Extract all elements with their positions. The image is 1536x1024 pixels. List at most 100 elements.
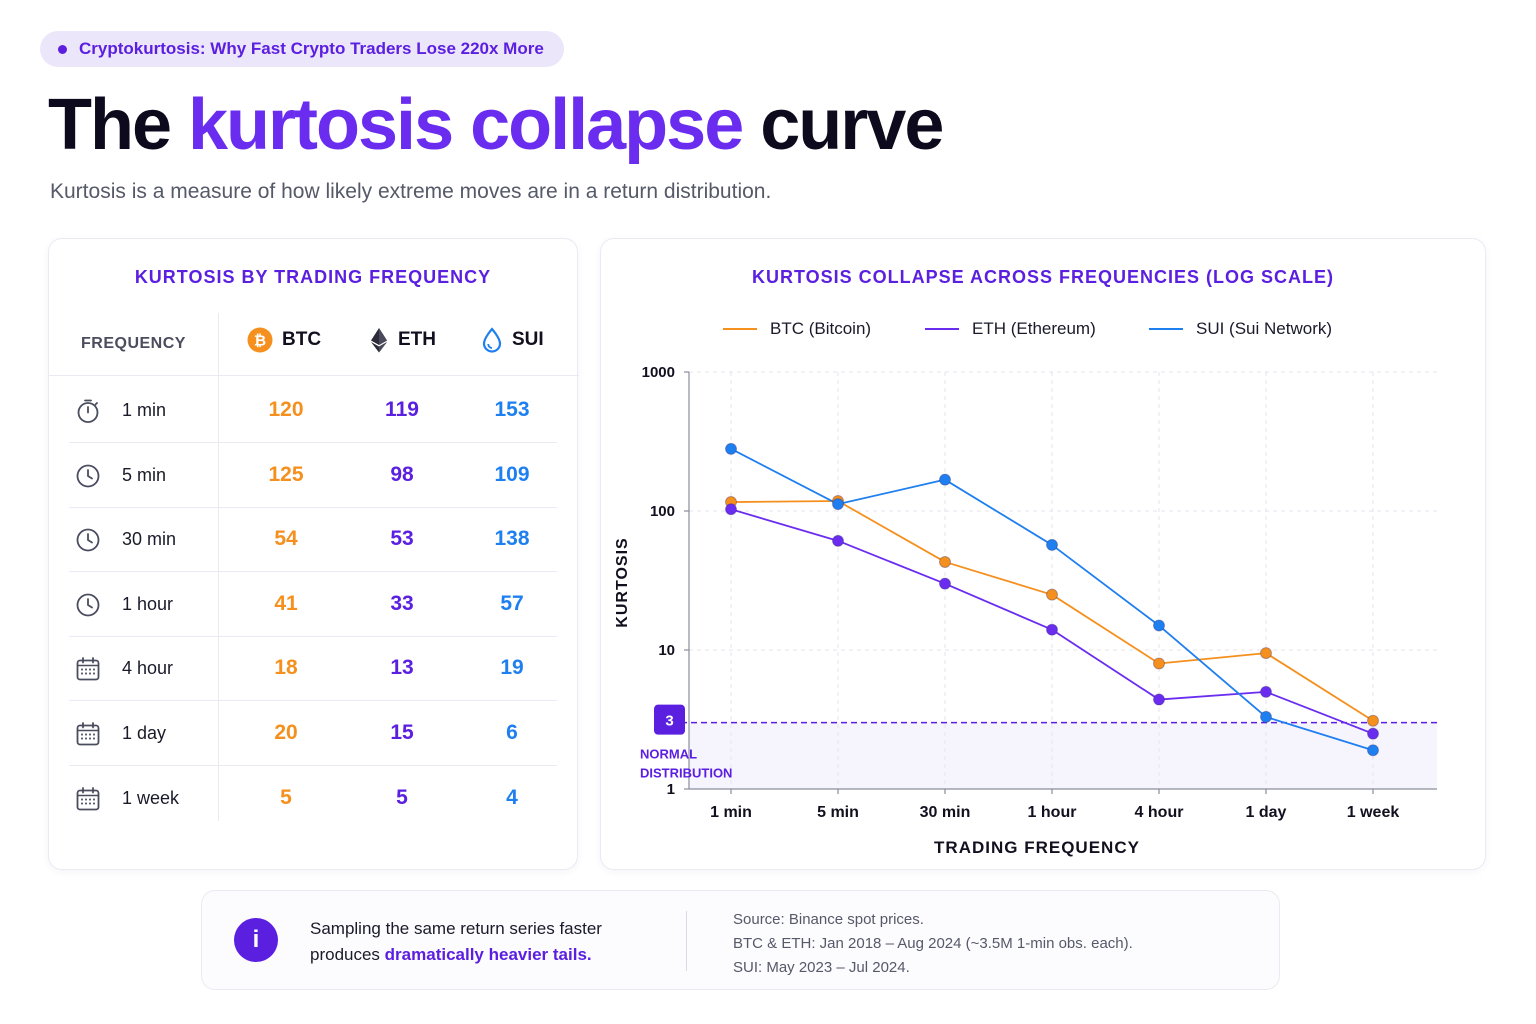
cell-btc-value: 120	[268, 398, 304, 421]
data-point-eth	[1046, 623, 1058, 636]
x-tick-label: 1 week	[1347, 804, 1400, 821]
row-frequency-label: 30 min	[122, 529, 177, 550]
column-header-eth: ETH	[369, 325, 436, 355]
x-tick-label: 4 hour	[1135, 804, 1184, 821]
legend-swatch-btc	[723, 328, 757, 330]
cell-eth-value: 119	[385, 398, 419, 421]
column-header-sui: SUI	[481, 325, 544, 355]
info-icon: i	[234, 918, 278, 962]
table-row: 1 week 5 5 4	[69, 766, 557, 831]
data-point-eth	[832, 534, 844, 547]
calendar-icon	[76, 657, 100, 681]
column-header-frequency: FREQUENCY	[81, 335, 186, 352]
table-title: KURTOSIS BY TRADING FREQUENCY	[134, 267, 492, 287]
page-subtitle: Kurtosis is a measure of how likely extr…	[50, 180, 772, 203]
y-tick-label: 100	[650, 503, 675, 520]
data-point-sui	[832, 498, 844, 511]
cell-eth-value: 98	[390, 462, 414, 486]
stopwatch-icon	[77, 399, 99, 423]
row-frequency-label: 4 hour	[122, 658, 174, 679]
table-header-divider	[49, 375, 579, 376]
title-prefix: The	[48, 85, 189, 165]
cell-btc-value: 54	[274, 527, 298, 551]
bitcoin-icon: ₿	[247, 327, 273, 353]
table-row: 1 min 120 119 153	[69, 378, 557, 443]
column-header-btc: ₿ BTC	[247, 325, 321, 355]
series-tag-pill: Cryptokurtosis: Why Fast Crypto Traders …	[40, 31, 564, 67]
series-tag-text: Cryptokurtosis: Why Fast Crypto Traders …	[79, 39, 544, 58]
cell-sui-value: 138	[494, 527, 530, 551]
data-point-sui	[1046, 538, 1058, 551]
cell-eth-value: 5	[396, 785, 408, 809]
data-point-eth	[1260, 685, 1272, 698]
data-point-sui	[1367, 744, 1379, 757]
legend-item-eth: ETH (Ethereum)	[925, 319, 1096, 339]
data-point-btc	[1367, 714, 1379, 727]
y-tick-label: 1000	[642, 364, 675, 381]
x-tick-label: 5 min	[817, 804, 859, 821]
footer-note-card: i Sampling the same return series faster…	[201, 890, 1280, 990]
chart-legend: BTC (Bitcoin) ETH (Ethereum) SUI (Sui Ne…	[601, 319, 1485, 343]
cell-eth-value: 13	[390, 656, 414, 680]
source-line-2: BTC & ETH: Jan 2018 – Aug 2024 (~3.5M 1-…	[733, 935, 1133, 952]
x-tick-label: 30 min	[920, 804, 971, 821]
table-row: 1 hour 41 33 57	[69, 572, 557, 637]
reference-label-line2: DISTRIBUTION	[640, 766, 732, 781]
btc-label: BTC	[282, 329, 322, 350]
cell-eth-value: 33	[390, 591, 414, 615]
cell-sui-value: 109	[494, 462, 530, 486]
cell-eth-value: 53	[390, 527, 414, 551]
title-suffix: curve	[742, 85, 944, 165]
legend-item-sui: SUI (Sui Network)	[1149, 319, 1332, 339]
cell-sui-value: 4	[506, 785, 518, 809]
data-point-eth	[1367, 727, 1379, 740]
x-axis-title: TRADING FREQUENCY	[934, 838, 1140, 857]
legend-label-eth: ETH (Ethereum)	[972, 319, 1096, 338]
pill-dot-icon	[58, 44, 67, 54]
legend-label-btc: BTC (Bitcoin)	[770, 319, 872, 338]
data-point-eth	[725, 503, 737, 516]
page-title: The kurtosis collapse curve	[48, 84, 944, 166]
row-frequency-label: 1 min	[122, 400, 167, 420]
kurtosis-line-chart: 1000 100 10 1 1 min 5 min 30 min 1 hour 4 hour 1 …	[614, 364, 1437, 857]
table-header: FREQUENCY ₿ BTC ETH SUI	[49, 311, 577, 377]
title-accent: kurtosis collapse	[188, 85, 744, 165]
clock-icon	[76, 464, 100, 487]
data-point-sui	[1260, 710, 1272, 723]
y-axis-title: KURTOSIS	[614, 537, 631, 627]
data-point-btc	[1153, 657, 1165, 670]
table-row: 1 day 20 15 6	[69, 701, 557, 766]
footer-message: Sampling the same return series faster p…	[310, 916, 602, 968]
cell-btc-value: 18	[274, 656, 298, 680]
x-tick-label: 1 hour	[1028, 804, 1077, 821]
x-tick-label: 1 min	[710, 804, 752, 821]
data-point-sui	[725, 442, 737, 455]
footer-message-line1: Sampling the same return series faster	[310, 919, 602, 938]
sui-label: SUI	[512, 329, 544, 350]
y-tick-label: 10	[658, 642, 675, 659]
sui-drop-icon	[482, 327, 502, 353]
row-frequency-label: 5 min	[122, 464, 167, 485]
table-column-divider	[218, 313, 219, 821]
reference-label-line1: NORMAL	[640, 747, 697, 762]
row-frequency-label: 1 hour	[122, 593, 174, 614]
legend-item-btc: BTC (Bitcoin)	[723, 319, 871, 339]
y-tick-label: 1	[667, 781, 675, 798]
data-point-eth	[1153, 693, 1165, 706]
legend-label-sui: SUI (Sui Network)	[1196, 319, 1333, 338]
kurtosis-table-card: KURTOSIS BY TRADING FREQUENCY FREQUENCY …	[48, 238, 579, 870]
cell-btc-value: 41	[274, 591, 298, 615]
table-row: 30 min 54 53 138	[69, 507, 557, 573]
chart-title: KURTOSIS COLLAPSE ACROSS FREQUENCIES (LO…	[751, 267, 1335, 287]
data-point-btc	[939, 555, 951, 568]
clock-icon	[76, 528, 100, 552]
cell-sui-value: 153	[494, 398, 530, 421]
eth-label: ETH	[398, 329, 436, 350]
table-row: 4 hour 18 13 19	[69, 636, 557, 702]
data-point-eth	[939, 577, 951, 590]
kurtosis-chart-card: KURTOSIS COLLAPSE ACROSS FREQUENCIES (LO…	[600, 238, 1486, 870]
footer-message-line2: produces dramatically heavier tails.	[310, 942, 602, 968]
normal-distribution-zone	[689, 722, 1437, 789]
source-line-1: Source: Binance spot prices.	[733, 911, 924, 928]
calendar-icon	[76, 786, 100, 810]
